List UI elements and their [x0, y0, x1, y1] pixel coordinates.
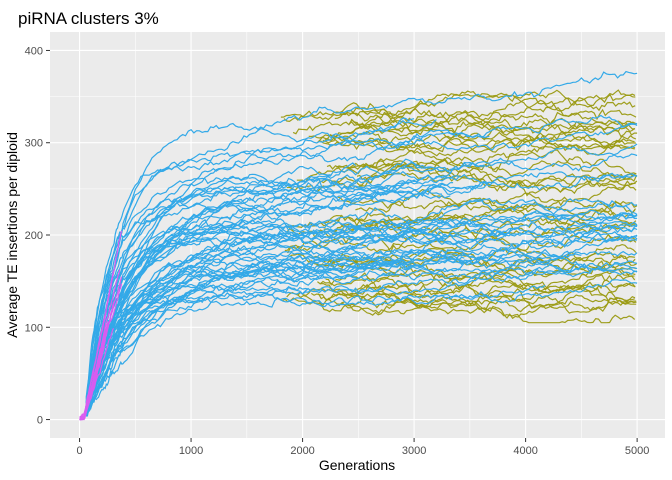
y-axis-title: Average TE insertions per diploid: [4, 132, 20, 338]
series-line-blue: [85, 70, 638, 404]
series-line-olive: [350, 111, 636, 135]
series-line-blue: [85, 233, 507, 413]
series-line-olive: [281, 292, 637, 314]
series-line-olive: [356, 161, 636, 197]
y-axis: 0 100 200 300 400: [25, 45, 50, 427]
chart-title: piRNA clusters 3%: [18, 9, 159, 28]
x-tick-label: 1000: [179, 445, 203, 457]
series-line-olive: [310, 248, 637, 271]
series-line-blue: [85, 255, 568, 412]
series-line-blue: [85, 215, 638, 413]
series-line-olive: [336, 255, 636, 296]
series-line-blue: [86, 248, 465, 417]
series-line-blue: [85, 217, 513, 410]
series-line-blue: [85, 198, 638, 408]
series-line-blue: [85, 114, 638, 401]
series-line-olive: [322, 122, 635, 153]
series-line-magenta: [79, 336, 106, 418]
series-line-olive: [317, 260, 636, 288]
series-line-blue: [85, 122, 638, 408]
y-tick-label: 200: [25, 230, 43, 242]
x-tick-label: 5000: [625, 445, 649, 457]
series-line-olive: [292, 97, 637, 135]
series-line-blue: [85, 261, 638, 417]
x-tick-label: 4000: [513, 445, 537, 457]
y-tick-label: 400: [25, 45, 43, 57]
x-tick-label: 0: [76, 445, 82, 457]
series-line-blue: [85, 238, 462, 415]
series-line-blue: [85, 119, 437, 403]
series-line-blue: [85, 182, 454, 408]
series-line-blue: [85, 213, 638, 412]
series-line-blue: [85, 267, 638, 412]
series-line-blue: [85, 158, 431, 405]
y-tick-label: 0: [37, 415, 43, 427]
series-line-blue: [85, 222, 638, 409]
series-line-blue: [85, 260, 415, 415]
series-line-olive: [326, 156, 637, 177]
y-tick-label: 100: [25, 322, 43, 334]
series-line-blue: [85, 224, 373, 413]
series-line-blue: [85, 197, 638, 407]
series-line-blue: [85, 131, 490, 400]
series-line-olive: [310, 283, 635, 310]
series-line-magenta: [79, 327, 108, 420]
series-line-blue: [85, 206, 638, 406]
series-layer: [79, 70, 638, 421]
series-line-olive: [317, 171, 637, 193]
series-line-olive: [336, 298, 636, 324]
series-line-blue: [85, 162, 356, 406]
series-line-olive: [348, 121, 637, 152]
series-line-olive: [316, 136, 636, 156]
series-line-blue: [85, 265, 638, 412]
y-tick-label: 300: [25, 138, 43, 150]
series-line-olive: [339, 93, 636, 123]
series-line-olive: [283, 93, 636, 123]
series-line-olive: [323, 209, 637, 237]
series-line-olive: [320, 111, 636, 151]
x-tick-label: 3000: [402, 445, 426, 457]
series-line-blue: [85, 250, 582, 414]
x-tick-label: 2000: [290, 445, 314, 457]
x-axis-title: Generations: [319, 457, 395, 473]
series-line-olive: [287, 228, 637, 254]
series-line-blue: [85, 261, 585, 417]
x-axis: 0 1000 2000 3000 4000 5000: [76, 438, 649, 457]
